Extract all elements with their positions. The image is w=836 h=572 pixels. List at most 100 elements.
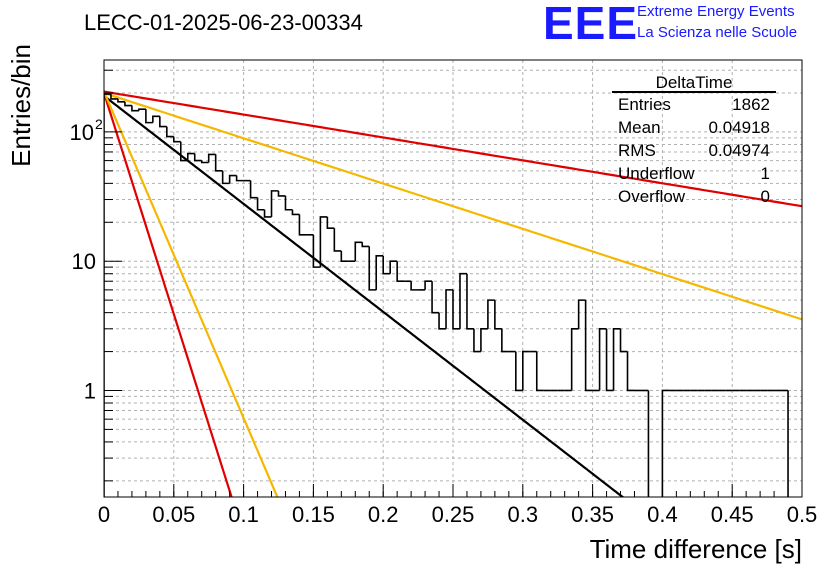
histogram-bin: [577, 299, 586, 329]
stats-row-label: Entries: [618, 95, 671, 114]
histogram-bin: [375, 255, 384, 290]
x-tick-label: 0: [98, 502, 110, 527]
histogram-bin: [354, 241, 363, 262]
histogram: [104, 93, 789, 497]
stats-row-label: Underflow: [618, 164, 695, 183]
histogram-bin: [179, 141, 188, 162]
fit-curve: [104, 95, 625, 497]
x-tick-label: 0.25: [432, 502, 475, 527]
histogram-bin: [270, 190, 279, 217]
histogram-bin: [515, 351, 523, 392]
stats-row-value: 0.04974: [709, 141, 770, 160]
histogram-bin: [173, 136, 181, 143]
histogram-bin: [452, 289, 460, 330]
histogram-bin: [605, 328, 614, 392]
histogram-bin: [340, 250, 349, 263]
histogram-bin: [263, 209, 272, 218]
histogram-bin: [396, 261, 405, 283]
histogram-bin: [787, 390, 789, 497]
x-tick-label: 0.05: [152, 502, 195, 527]
histogram-bin: [410, 281, 419, 291]
histogram-bin: [431, 281, 440, 314]
x-tick-label: 0.45: [711, 502, 754, 527]
histogram-bin: [249, 180, 258, 199]
fit-curve: [104, 91, 802, 321]
y-axis-label: Entries/bin: [6, 44, 36, 167]
eee-logo: EEE: [543, 0, 639, 49]
histogram-bin: [117, 98, 125, 103]
histogram-bin: [284, 195, 293, 211]
y-tick-label: 10: [72, 249, 96, 274]
histogram-bin: [612, 328, 621, 391]
histogram-bin: [584, 300, 593, 392]
x-axis-label: Time difference [s]: [590, 534, 802, 564]
histogram-bin: [368, 246, 377, 291]
x-tick-label: 0.5: [787, 502, 818, 527]
histogram-bin: [619, 328, 628, 353]
histogram-bin: [207, 153, 216, 163]
x-tick-labels: 0 0.05 0.1 0.15 0.2 0.25 0.3 0.35 0.4 0.45 0.5: [98, 502, 817, 527]
histogram-bin: [104, 93, 111, 497]
histogram-bin: [361, 242, 370, 248]
histogram-bin: [124, 101, 132, 107]
histogram-bin: [256, 197, 265, 211]
x-tick-label: 0.2: [368, 502, 399, 527]
stats-row-label: Mean: [618, 118, 661, 137]
stats-row-value: 0.04918: [709, 118, 770, 137]
stats-box-name: DeltaTime: [656, 73, 733, 92]
histogram-bin: [445, 289, 453, 329]
chart-title: LECC-01-2025-06-23-00334: [84, 10, 363, 35]
y-tick-label: 10: [70, 120, 94, 145]
histogram-bin: [389, 260, 398, 274]
fit-curve: [104, 90, 802, 208]
histogram-bin: [228, 174, 237, 184]
fit-curve: [104, 92, 233, 497]
histogram-bin: [193, 153, 202, 162]
histogram-bin: [466, 273, 474, 330]
histogram-bin: [598, 328, 607, 391]
histogram-bin: [438, 312, 447, 330]
histogram-bin: [298, 214, 307, 236]
histogram-bin: [131, 105, 139, 112]
histogram-bin: [522, 350, 530, 391]
histogram-bin: [186, 152, 195, 161]
axis-ticks: [103, 69, 803, 497]
histogram-bin: [214, 154, 223, 172]
histogram-bin: [570, 328, 579, 391]
histogram-bin: [626, 351, 635, 392]
stats-box: DeltaTime Entries 1862 Mean 0.04918 RMS 0.049…: [612, 73, 776, 206]
fit-curve: [104, 91, 279, 497]
histogram-bin: [424, 280, 433, 290]
histogram-bin: [487, 299, 495, 329]
y-tick-label-exponent: 2: [95, 116, 103, 132]
fit-curves: [104, 90, 802, 497]
logo-line-2: La Scienza nelle Scuole: [637, 24, 798, 41]
histogram-bin: [459, 272, 467, 329]
histogram-bin: [494, 300, 502, 330]
histogram-bin: [647, 390, 650, 497]
histogram-bin: [501, 328, 509, 353]
histogram-bin: [221, 170, 230, 185]
histogram-bin: [480, 328, 488, 352]
histogram-bin: [661, 389, 670, 497]
histogram-bin: [333, 228, 342, 252]
logo-line-1: Extreme Energy Events: [637, 3, 795, 20]
histogram-bin: [138, 108, 146, 111]
stats-row-value: 1862: [732, 95, 770, 114]
histogram-bin: [319, 216, 328, 268]
stats-row-label: Overflow: [618, 187, 686, 206]
grid: [104, 60, 802, 497]
histogram-bin: [200, 160, 209, 164]
histogram-bin: [473, 328, 481, 353]
histogram-bin: [145, 109, 153, 124]
x-tick-label: 0.35: [571, 502, 614, 527]
x-tick-label: 0.15: [292, 502, 335, 527]
x-tick-label: 0.4: [647, 502, 678, 527]
histogram-bin: [166, 126, 174, 138]
y-tick-label: 1: [84, 378, 96, 403]
histogram-bin: [535, 351, 544, 392]
histogram-bin: [291, 209, 300, 216]
stats-row-label: RMS: [618, 141, 656, 160]
